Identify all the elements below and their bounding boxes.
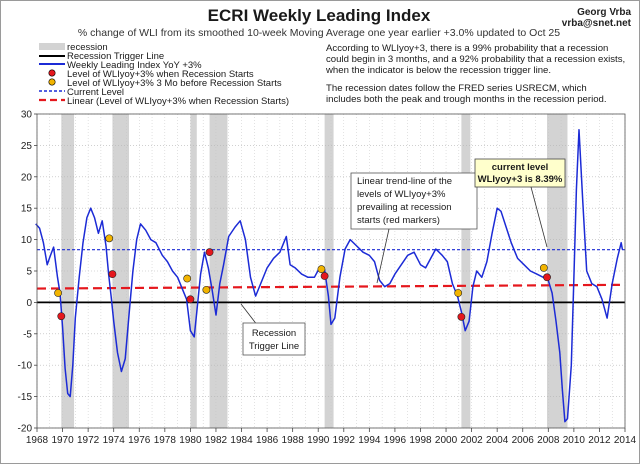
legend-label-recession: recession xyxy=(67,42,108,53)
chart-title: ECRI Weekly Leading Index xyxy=(208,6,431,25)
x-tick-label-15: 1998 xyxy=(409,435,432,446)
yellow-marker-5 xyxy=(454,289,463,297)
y-tick-label-9: -15 xyxy=(18,392,33,403)
y-tick-label-4: 10 xyxy=(21,235,33,246)
legend-label-trend: Linear (Level of WLIyoy+3% when Recessio… xyxy=(67,96,289,107)
annotation-trend-text-1: Linear trend-line of the xyxy=(357,176,452,187)
y-tick-label-1: 25 xyxy=(21,141,33,152)
x-tick-label-7: 1982 xyxy=(205,435,228,446)
wli-series-line xyxy=(35,128,624,423)
annotation-trend-text-3: prevailing at recession xyxy=(357,202,452,213)
red-marker-0 xyxy=(57,312,66,321)
x-tick-label-13: 1994 xyxy=(358,435,381,446)
legend-label-wli: Weekly Leading Index YoY +3% xyxy=(67,60,202,71)
markers-layer xyxy=(54,234,551,321)
annotation-trend-line: Linear trend-line of the levels of WLIyo… xyxy=(350,172,478,284)
red-marker-1 xyxy=(108,270,117,279)
annotation-trigger-text-1: Recession xyxy=(252,328,296,339)
yellow-marker-6 xyxy=(539,263,548,272)
x-tick-label-3: 1974 xyxy=(103,435,126,446)
x-tick-label-12: 1992 xyxy=(333,435,356,446)
note-line-5: The recession dates follow the FRED seri… xyxy=(326,83,587,94)
recession-band-4 xyxy=(324,114,334,428)
annotation-current-text-2: WLIyoy+3 is 8.39% xyxy=(478,174,563,185)
annotation-trend-box xyxy=(350,172,478,230)
x-tick-label-9: 1986 xyxy=(256,435,279,446)
y-tick-label-10: -20 xyxy=(18,424,33,435)
x-tick-label-17: 2002 xyxy=(460,435,483,446)
y-tick-label-2: 20 xyxy=(21,172,33,183)
legend-swatch-recession xyxy=(39,43,65,50)
red-marker-2 xyxy=(186,295,195,304)
x-tick-label-14: 1996 xyxy=(384,435,407,446)
chart-subtitle: % change of WLI from its smoothed 10-wee… xyxy=(78,27,560,39)
legend-swatch-red-marker xyxy=(48,69,56,77)
x-tick-label-5: 1978 xyxy=(154,435,177,446)
x-tick-label-21: 2010 xyxy=(563,435,586,446)
x-tick-label-4: 1976 xyxy=(128,435,151,446)
red-marker-5 xyxy=(457,312,466,321)
annotation-current-level: current level WLIyoy+3 is 8.39% xyxy=(474,158,566,248)
red-marker-4 xyxy=(320,272,329,280)
annotation-trend-text-2: levels of WLIyoy+3% xyxy=(357,189,446,200)
note-line-6: includes both the peak and trough months… xyxy=(326,94,607,105)
yellow-marker-2 xyxy=(183,274,192,283)
recession-band-3 xyxy=(209,114,228,428)
annotation-current-box xyxy=(474,158,566,188)
y-tick-label-5: 5 xyxy=(26,267,32,278)
linear-trend-line xyxy=(36,283,626,290)
yellow-marker-0 xyxy=(54,289,62,297)
author-name: Georg Vrba xyxy=(577,7,631,18)
yellow-marker-1 xyxy=(105,234,114,243)
y-tick-label-3: 15 xyxy=(21,204,33,215)
y-tick-label-7: -5 xyxy=(23,329,32,340)
annotation-trend-pointer xyxy=(376,228,390,284)
x-tick-label-19: 2006 xyxy=(512,435,535,446)
note-line-3: when the indicator is below the recessio… xyxy=(325,65,551,76)
annotation-trigger-text-2: Trigger Line xyxy=(249,341,299,352)
legend-label-trigger: Recession Trigger Line xyxy=(67,51,164,62)
annotation-trigger-box xyxy=(242,322,306,356)
series-layer xyxy=(35,128,624,423)
yellow-marker-3 xyxy=(202,285,211,294)
note-line-1: According to WLIyoy+3, there is a 99% pr… xyxy=(326,43,608,54)
x-tick-label-1: 1970 xyxy=(51,435,74,446)
probability-notes: According to WLIyoy+3, there is a 99% pr… xyxy=(325,43,625,105)
legend-label-current: Current Level xyxy=(67,87,124,98)
x-tick-label-11: 1990 xyxy=(307,435,330,446)
annotation-current-text-1: current level xyxy=(492,162,549,173)
y-tick-label-8: -10 xyxy=(18,361,33,372)
annotation-trend-text-4: starts (red markers) xyxy=(357,215,440,226)
legend-swatch-yellow-marker xyxy=(48,78,56,86)
y-tick-label-0: 30 xyxy=(21,110,33,121)
x-tick-label-0: 1968 xyxy=(26,435,49,446)
x-tick-label-18: 2004 xyxy=(486,435,509,446)
x-tick-label-20: 2008 xyxy=(537,435,560,446)
annotation-trigger-line: Recession Trigger Line xyxy=(240,303,306,356)
x-tick-label-23: 2014 xyxy=(614,435,637,446)
recession-band-6 xyxy=(547,114,568,428)
y-tick-label-6: 0 xyxy=(26,298,32,309)
yellow-marker-4 xyxy=(317,265,326,274)
x-tick-label-10: 1988 xyxy=(282,435,305,446)
legend-label-red-marker: Level of WLIyoy+3% when Recession Starts xyxy=(67,69,254,80)
x-tick-label-22: 2012 xyxy=(588,435,611,446)
x-tick-label-16: 2000 xyxy=(435,435,458,446)
x-tick-label-6: 1980 xyxy=(179,435,202,446)
red-marker-6 xyxy=(543,273,551,282)
note-line-2: could begin in 3 months, and a 92% proba… xyxy=(326,54,625,65)
red-marker-3 xyxy=(205,248,214,257)
legend-label-yellow-marker: Level of WLIyoy+3% 3 Mo before Recession… xyxy=(67,78,282,89)
x-tick-label-2: 1972 xyxy=(77,435,100,446)
annotation-current-pointer xyxy=(530,186,548,248)
recession-band-5 xyxy=(461,114,471,428)
x-tick-label-8: 1984 xyxy=(230,435,253,446)
legend: recession Recession Trigger Line Weekly … xyxy=(39,42,289,107)
author-email: vrba@snet.net xyxy=(562,18,632,29)
